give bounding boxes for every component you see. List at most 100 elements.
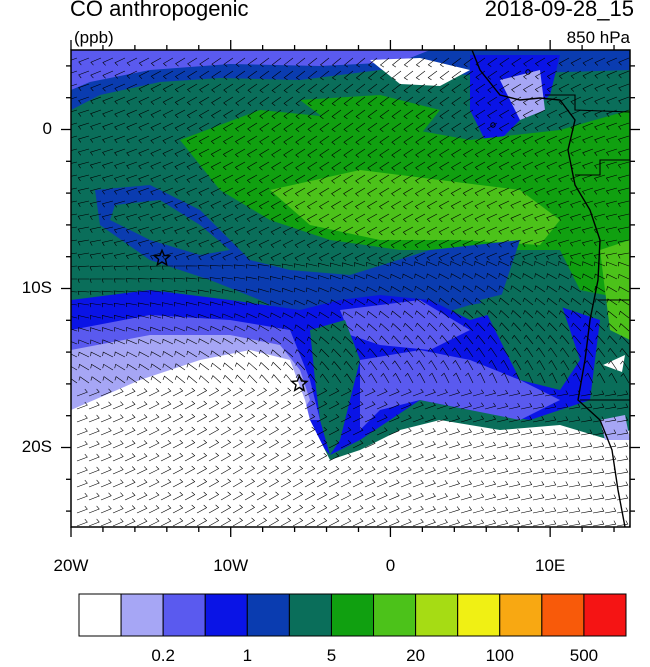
wind-barb [499, 334, 510, 345]
wind-barb [149, 302, 162, 307]
wind-barb [436, 428, 448, 436]
wind-barb [209, 289, 222, 294]
wind-barb [486, 213, 498, 222]
wind-barb [510, 252, 522, 261]
wind-barb [400, 440, 412, 449]
wind-barb [343, 161, 354, 171]
wind-barb [486, 174, 498, 184]
wind-barb [366, 323, 378, 332]
wind-barb [246, 239, 258, 248]
wind-barb [558, 161, 570, 170]
wind-barb [150, 83, 162, 93]
wind-barb [355, 161, 366, 171]
wind-barb [462, 273, 474, 280]
wind-barb [414, 187, 426, 197]
wind-barb [424, 428, 436, 436]
wind-barb [235, 96, 246, 106]
wind-barb [484, 441, 497, 449]
wind-barb [76, 401, 88, 410]
wind-barb [307, 174, 318, 184]
wind-barb [367, 360, 378, 371]
wind-barb [137, 278, 150, 283]
wind-barb [246, 226, 258, 235]
wind-barb [256, 465, 268, 475]
wind-barb [282, 275, 294, 281]
wind-barb [501, 372, 510, 384]
wind-barb [150, 109, 162, 118]
wind-barb [460, 441, 472, 449]
wind-barb [582, 109, 594, 118]
wind-barb [488, 359, 498, 371]
wind-barb [150, 314, 162, 320]
wind-barb [186, 252, 198, 260]
wind-barb [592, 520, 605, 527]
wind-barb [77, 265, 90, 271]
wind-barb [439, 135, 450, 145]
wind-barb [412, 388, 424, 397]
wind-barb [616, 520, 629, 527]
wind-barb [474, 161, 486, 171]
wind-barb [295, 161, 306, 171]
wind-barb [198, 239, 210, 248]
wind-barb [125, 302, 138, 308]
wind-barb [257, 276, 270, 281]
wind-barb [294, 213, 306, 223]
wind-barb [489, 372, 498, 384]
wind-barb [198, 362, 210, 371]
wind-barb [186, 96, 198, 106]
wind-barb [558, 273, 570, 280]
wind-barb [522, 122, 534, 132]
wind-barb [594, 298, 606, 306]
wind-barb [319, 122, 330, 132]
wind-barb [101, 315, 114, 320]
wind-barb [606, 70, 618, 79]
field-southeast-lightblue [360, 350, 560, 430]
wind-barb [544, 429, 557, 436]
wind-barb [208, 413, 220, 423]
wind-barb [102, 327, 114, 332]
wind-barb [534, 148, 546, 157]
wind-barb [448, 519, 460, 527]
wind-barb [125, 290, 138, 295]
wind-barb [532, 520, 545, 527]
wind-barb [484, 389, 497, 397]
wind-barb [114, 187, 126, 195]
star-markers [152, 248, 309, 392]
wind-barb [616, 455, 629, 462]
wind-barb [522, 200, 534, 209]
wind-barb [138, 174, 150, 183]
wind-barb [77, 315, 90, 320]
wind-barb [259, 96, 270, 106]
wind-barb [534, 122, 546, 131]
wind-barb [89, 302, 102, 308]
wind-barb [546, 252, 558, 260]
wind-barb [546, 161, 558, 170]
wind-barb [148, 479, 160, 488]
wind-barb [328, 387, 340, 397]
wind-barb [596, 360, 606, 371]
wind-barb [439, 122, 450, 132]
wind-barb [89, 161, 102, 169]
wind-barb [222, 213, 234, 222]
x-tick-label: 0 [385, 556, 396, 575]
wind-barb [593, 213, 606, 221]
wind-barb [378, 239, 390, 249]
wind-barb [220, 439, 232, 449]
wind-barb [376, 505, 388, 514]
wind-barb [415, 148, 426, 158]
wind-barb [558, 109, 570, 118]
wind-barb [451, 322, 462, 332]
wind-barb [486, 273, 498, 280]
wind-barb [556, 403, 569, 410]
wind-barb [89, 226, 102, 233]
wind-barb [220, 400, 232, 410]
wind-barb [186, 213, 198, 222]
wind-barb [295, 148, 306, 158]
wind-barb [126, 70, 138, 79]
wind-barb [580, 416, 593, 423]
wind-barb [475, 109, 486, 119]
wind-barb [232, 517, 244, 527]
star-marker-west [152, 248, 172, 267]
wind-barb [448, 454, 460, 462]
wind-barb [592, 455, 605, 462]
